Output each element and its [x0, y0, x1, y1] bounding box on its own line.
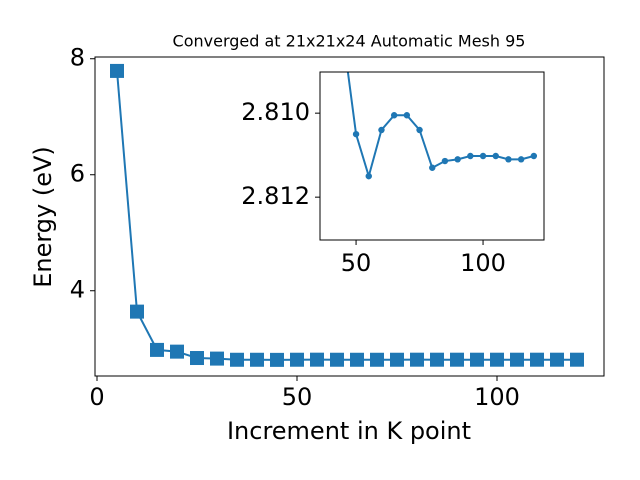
marker — [310, 352, 324, 367]
chart-title: Converged at 21x21x24 Automatic Mesh 95 — [173, 32, 526, 51]
marker — [378, 126, 385, 134]
marker — [250, 352, 264, 367]
marker — [450, 352, 464, 367]
marker — [330, 352, 344, 367]
series-line — [346, 72, 535, 180]
marker — [410, 352, 424, 367]
marker — [429, 164, 436, 171]
marker — [467, 152, 474, 160]
marker — [479, 152, 487, 160]
y-tick-label: 2.812 — [241, 182, 310, 210]
marker — [190, 351, 204, 366]
axes-frame — [319, 71, 545, 241]
series-group — [110, 63, 584, 367]
marker — [492, 152, 499, 160]
marker — [110, 63, 124, 78]
x-axis-label: Increment in K point — [227, 417, 471, 445]
marker — [530, 152, 538, 160]
marker — [550, 352, 564, 367]
marker — [510, 352, 524, 367]
marker — [352, 130, 360, 138]
marker — [210, 351, 224, 366]
marker — [416, 126, 423, 134]
marker — [150, 342, 164, 357]
x-tick-label: 0 — [89, 383, 104, 411]
marker — [365, 172, 372, 180]
marker — [370, 352, 384, 367]
marker — [505, 156, 512, 163]
axes-frame — [94, 56, 605, 377]
marker — [350, 352, 364, 367]
marker — [454, 156, 461, 163]
x-tick-label: 50 — [341, 249, 372, 277]
y-tick-label: 2.810 — [241, 98, 310, 126]
series-group — [346, 72, 538, 180]
marker — [441, 157, 449, 165]
marker — [470, 352, 484, 367]
x-tick-label: 100 — [474, 383, 520, 411]
marker — [130, 304, 144, 319]
y-tick-label: 8 — [70, 44, 85, 72]
y-tick-label: 6 — [70, 160, 85, 188]
marker — [390, 352, 404, 367]
marker — [570, 352, 584, 367]
marker — [517, 156, 525, 163]
plot-area — [320, 72, 544, 240]
marker — [290, 352, 304, 367]
x-tick-label: 100 — [460, 249, 506, 277]
marker — [390, 112, 398, 119]
marker — [170, 344, 184, 359]
x-tick-label: 50 — [282, 383, 313, 411]
marker — [430, 352, 444, 367]
marker — [490, 352, 504, 367]
y-axis-label: Energy (eV) — [29, 146, 57, 288]
y-tick-label: 4 — [70, 276, 85, 304]
marker — [403, 112, 411, 119]
marker — [270, 352, 284, 367]
marker — [230, 352, 244, 367]
marker — [530, 352, 544, 367]
